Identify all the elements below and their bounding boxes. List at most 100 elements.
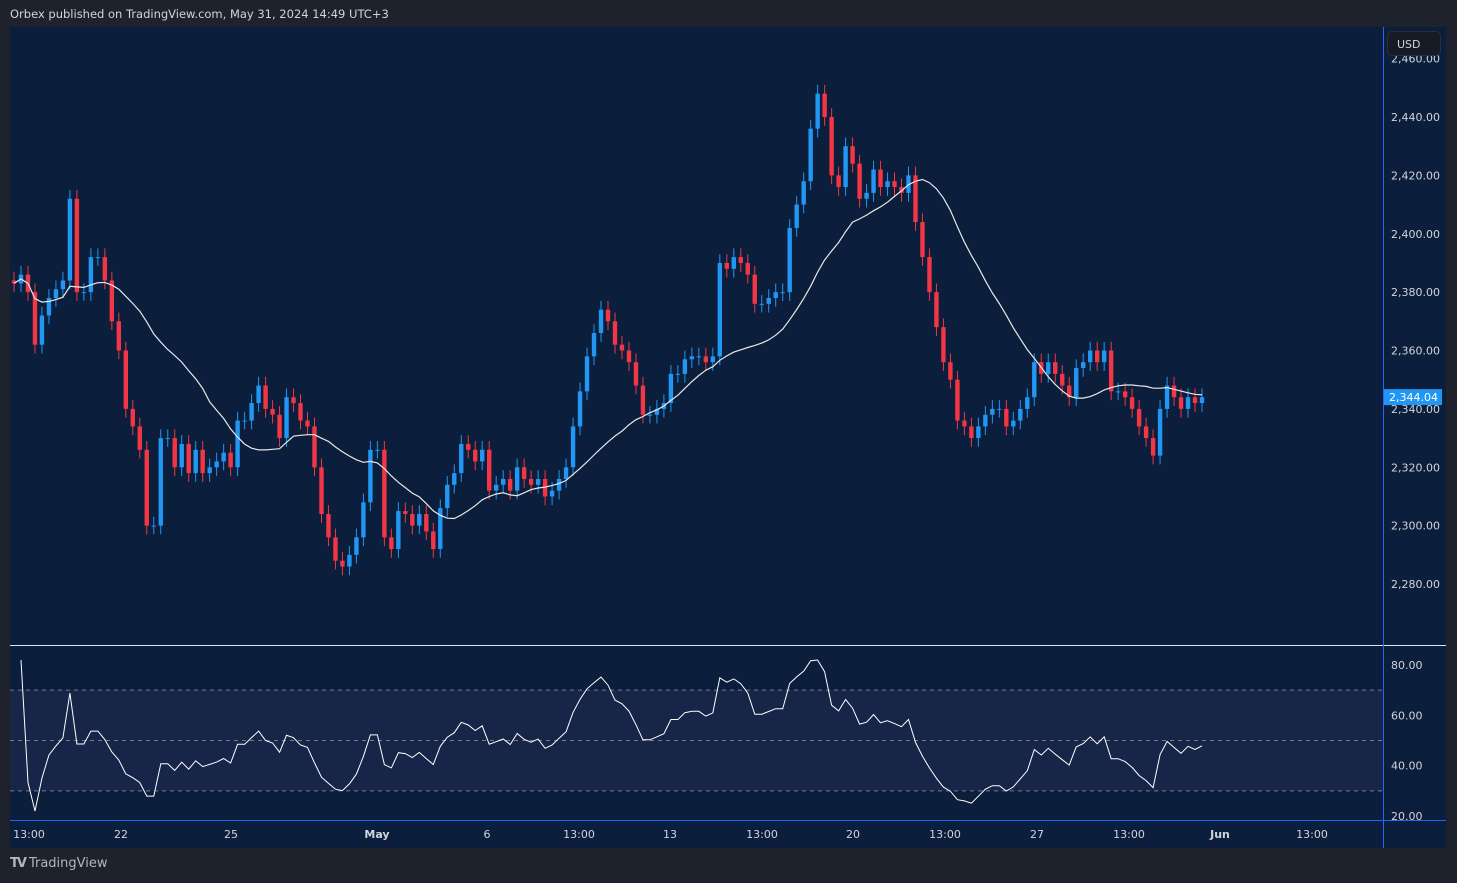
candle-body — [375, 449, 380, 451]
candle-up — [1032, 353, 1037, 406]
candle-body — [459, 443, 464, 474]
candle-down — [962, 411, 967, 436]
candle-body — [808, 128, 813, 182]
candle-body — [983, 414, 988, 427]
candle-down — [312, 417, 317, 477]
candle-body — [284, 397, 289, 439]
rsi-line — [20, 659, 1203, 812]
candle-body — [263, 385, 268, 409]
candle-body — [528, 478, 534, 485]
candle-body — [1129, 397, 1135, 409]
candle-body — [354, 537, 359, 555]
candle-up — [361, 493, 366, 547]
candle-body — [1004, 408, 1009, 427]
candle-body — [228, 452, 233, 468]
candle-body — [780, 292, 785, 294]
candle-body — [1192, 397, 1198, 404]
candle-up — [249, 394, 254, 430]
candle-body — [60, 280, 66, 290]
candle-down — [1150, 429, 1156, 465]
candle-down — [850, 137, 855, 173]
candles-group — [11, 84, 1205, 576]
candle-body — [74, 198, 80, 293]
candle-up — [983, 405, 988, 436]
candle-body — [549, 490, 555, 497]
candle-up — [235, 411, 240, 477]
candle-body — [347, 554, 352, 567]
last-price-label: 2,344.04 — [1389, 391, 1438, 404]
candle-up — [731, 248, 736, 278]
candle-body — [717, 262, 723, 357]
candle-up — [801, 172, 806, 214]
candle-up — [1018, 400, 1023, 430]
time-tick-label: 22 — [114, 828, 128, 841]
candle-down — [298, 394, 303, 430]
candle-body — [298, 403, 303, 421]
candle-body — [389, 537, 394, 550]
candle-up — [759, 295, 764, 313]
candle-down — [270, 400, 275, 424]
candle-body — [703, 356, 709, 363]
candle-body — [507, 478, 513, 491]
candle-up — [1011, 411, 1016, 436]
candle-body — [542, 478, 548, 497]
candle-body — [158, 438, 163, 526]
candle-down — [32, 283, 38, 354]
candle-down — [1004, 400, 1009, 436]
candle-up — [563, 458, 569, 488]
tradingview-logo[interactable]: TV TradingView — [10, 856, 107, 871]
candle-down — [291, 388, 296, 412]
candle-body — [46, 297, 52, 316]
candle-body — [899, 187, 904, 193]
candle-down — [605, 300, 611, 331]
candle-body — [500, 478, 506, 485]
candle-up — [815, 84, 820, 138]
currency-button[interactable]: USD — [1387, 31, 1441, 56]
candle-body — [682, 359, 688, 374]
candle-down — [74, 189, 80, 301]
candle-body — [738, 257, 743, 263]
candle-down — [829, 108, 834, 185]
candle-down — [473, 441, 478, 471]
candle-body — [1018, 408, 1023, 421]
candle-up — [81, 283, 87, 301]
rsi-band — [10, 690, 1383, 791]
candle-down — [703, 347, 709, 371]
candle-down — [1122, 382, 1128, 406]
candle-body — [305, 420, 310, 427]
candle-down — [1094, 341, 1100, 371]
candle-body — [850, 146, 855, 164]
candle-down — [836, 166, 841, 196]
candle-down — [200, 441, 205, 482]
candle-body — [626, 350, 632, 363]
candle-body — [1060, 373, 1065, 386]
candle-up — [500, 470, 506, 494]
candle-down — [186, 435, 191, 482]
candle-body — [207, 467, 212, 474]
candle-up — [445, 476, 450, 517]
candle-body — [256, 385, 261, 404]
candle-up — [1087, 341, 1093, 371]
candle-down — [1067, 376, 1072, 406]
time-tick-label: 13:00 — [746, 828, 778, 841]
candle-body — [1185, 397, 1191, 409]
candle-body — [333, 537, 338, 561]
candle-body — [473, 449, 478, 462]
candle-body — [165, 438, 170, 440]
candle-down — [123, 341, 129, 418]
candle-up — [88, 248, 94, 301]
candle-down — [612, 312, 618, 354]
candle-up — [689, 347, 695, 369]
candle-body — [878, 169, 883, 188]
candle-body — [605, 309, 611, 322]
candle-body — [102, 257, 108, 281]
candle-body — [955, 379, 960, 421]
candle-down — [1171, 376, 1177, 406]
candle-body — [1150, 438, 1156, 456]
candle-body — [913, 175, 918, 223]
candle-down — [892, 172, 897, 196]
candle-body — [941, 327, 946, 363]
candle-down — [955, 370, 960, 430]
candle-down — [116, 312, 122, 360]
